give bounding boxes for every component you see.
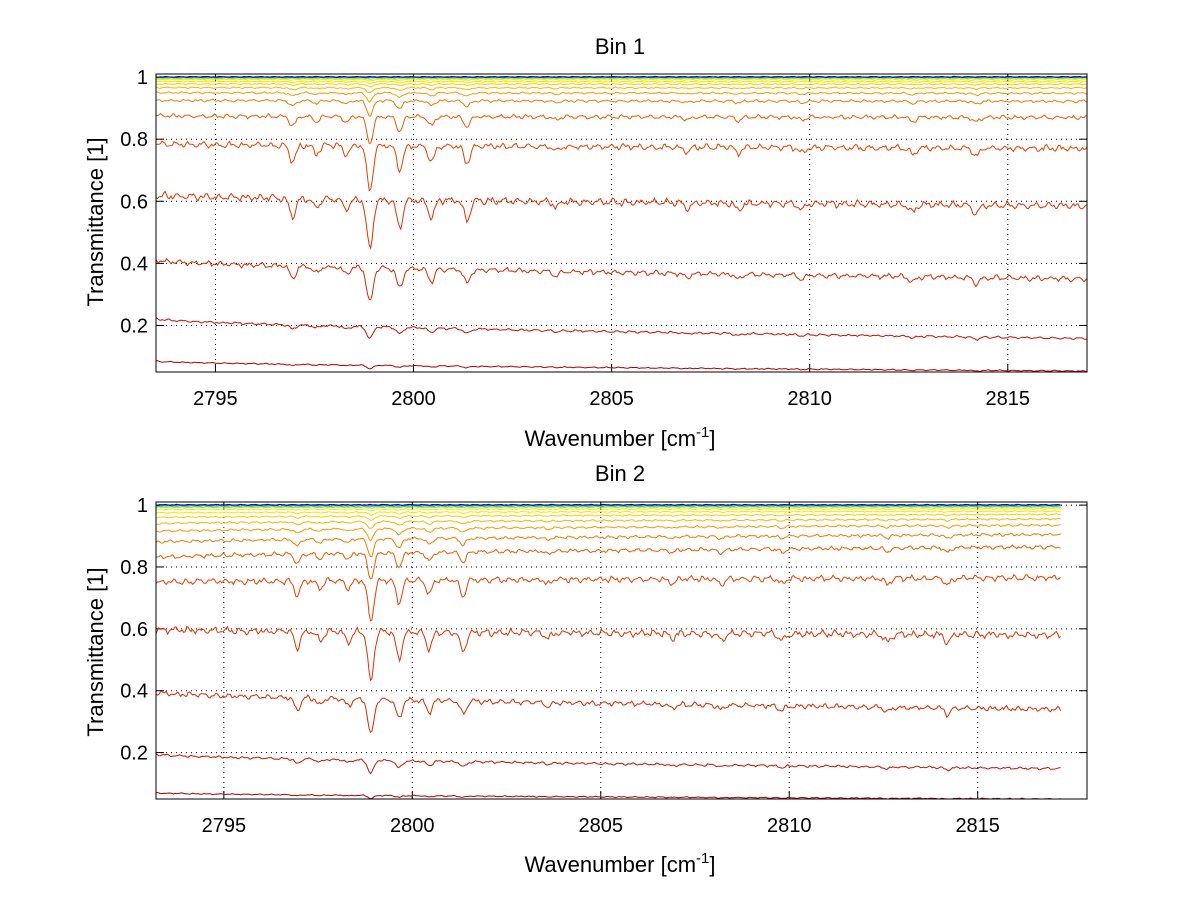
series-line: [156, 505, 1061, 509]
chart-bin-2: Bin 2 Wavenumber [cm-1] Transmittance [1…: [83, 461, 1088, 877]
series-line: [156, 532, 1061, 558]
x-tick-label: 2810: [787, 388, 832, 410]
series-line: [156, 77, 1087, 80]
series-line: [156, 517, 1061, 529]
series-line: [156, 75, 1087, 78]
chart-title: Bin 1: [595, 34, 645, 59]
series-line: [156, 507, 1061, 512]
x-axis-label: Wavenumber [cm-1]: [524, 850, 715, 877]
series-group: [156, 503, 1062, 799]
chart-title: Bin 2: [595, 461, 645, 486]
series-line: [156, 258, 1087, 301]
x-tick-label: 2810: [767, 815, 812, 837]
series-line: [156, 503, 1061, 506]
plot-frame: [155, 501, 1088, 800]
series-line: [156, 82, 1087, 88]
x-tick-label: 2805: [589, 388, 634, 410]
x-tick-label: 2815: [955, 815, 1000, 837]
series-line: [156, 544, 1061, 580]
chart-bin-1: Bin 1 Wavenumber [cm-1] Transmittance [1…: [83, 34, 1088, 451]
y-axis-label: Transmittance [1]: [83, 137, 108, 306]
series-line: [156, 573, 1061, 622]
y-tick-label: 1: [137, 495, 148, 517]
x-tick-label: 2795: [193, 388, 238, 410]
series-line: [156, 360, 1087, 372]
series-line: [156, 625, 1061, 682]
series-line: [156, 792, 1061, 799]
series-line: [156, 523, 1061, 542]
x-tick-label: 2795: [202, 815, 247, 837]
y-tick-label: 0.8: [120, 557, 148, 579]
series-line: [156, 86, 1087, 94]
series-line: [156, 112, 1087, 144]
y-tick-label: 0.4: [120, 681, 148, 703]
series-line: [156, 91, 1087, 103]
y-tick-label: 0.2: [120, 315, 148, 337]
series-line: [156, 98, 1087, 117]
series-line: [156, 513, 1061, 521]
y-tick-label: 0.2: [120, 743, 148, 765]
series-line: [156, 190, 1087, 250]
series-line: [156, 317, 1087, 341]
series-line: [156, 504, 1061, 508]
y-tick-label: 0.6: [120, 191, 148, 213]
x-tick-label: 2800: [390, 815, 435, 837]
y-tick-label: 0.6: [120, 619, 148, 641]
series-group: [156, 75, 1087, 372]
plot-frame: [155, 73, 1088, 373]
series-line: [156, 753, 1061, 775]
series-line: [156, 80, 1087, 85]
y-tick-label: 0.4: [120, 253, 148, 275]
x-tick-label: 2800: [391, 388, 436, 410]
series-line: [156, 510, 1061, 516]
x-axis-label: Wavenumber [cm-1]: [524, 424, 715, 451]
series-line: [156, 690, 1062, 734]
series-line: [156, 140, 1087, 192]
y-tick-label: 0.8: [120, 129, 148, 151]
series-line: [156, 78, 1087, 82]
y-tick-label: 1: [137, 67, 148, 89]
x-tick-label: 2805: [579, 815, 624, 837]
y-axis-label: Transmittance [1]: [83, 567, 108, 736]
x-tick-label: 2815: [986, 388, 1031, 410]
